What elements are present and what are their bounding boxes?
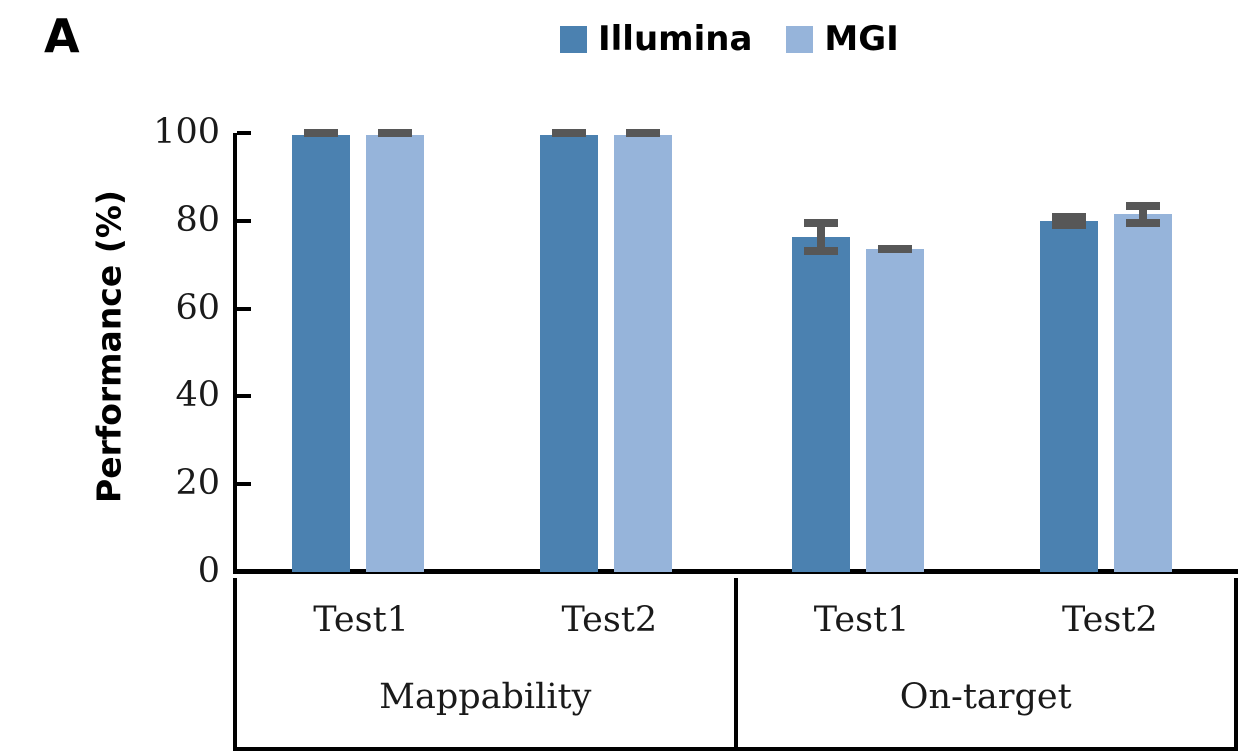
bar-ontarget-test2-mgi[interactable] xyxy=(1114,214,1172,572)
test-label-mappability-test1: Test1 xyxy=(313,599,409,640)
legend-label-illumina: Illumina xyxy=(598,19,753,59)
errorbar-ontarget-test2-illumina xyxy=(1052,213,1086,230)
label-group-on-target: Test1 Test2 On-target xyxy=(733,578,1235,747)
plot-area xyxy=(233,128,1238,572)
y-tick-label-0: 0 xyxy=(197,551,220,591)
legend-item-illumina: Illumina xyxy=(560,22,752,56)
y-tick-label-60: 60 xyxy=(175,287,220,328)
group-tests-row: Test1 Test2 xyxy=(738,578,1235,662)
y-tick-mark-60 xyxy=(237,306,251,311)
errorbar-cap-bottom xyxy=(804,246,838,255)
errorbar-mappability-test2-mgi xyxy=(626,128,660,137)
y-tick-mark-20 xyxy=(237,482,251,487)
errorbar-mappability-test2-illumina xyxy=(552,129,586,138)
group-tests-row: Test1 Test2 xyxy=(237,578,734,662)
y-tick-label-20: 20 xyxy=(175,463,220,504)
errorbar-cap-bottom xyxy=(1126,218,1160,227)
errorbar-ontarget-test1-mgi xyxy=(878,245,912,254)
y-tick-mark-100 xyxy=(237,131,251,135)
group-label-on-target: On-target xyxy=(899,677,1072,717)
panel-label: A xyxy=(44,9,80,63)
legend: Illumina MGI xyxy=(560,22,899,56)
legend-swatch-illumina xyxy=(560,25,587,53)
errorbar-cap-bottom xyxy=(304,129,338,138)
y-tick-mark-80 xyxy=(237,218,251,223)
y-tick-label-40: 40 xyxy=(175,375,220,416)
bar-ontarget-test1-illumina[interactable] xyxy=(792,236,850,572)
bar-mappability-test2-illumina[interactable] xyxy=(540,135,598,572)
y-axis-line xyxy=(233,133,237,573)
errorbar-cap-bottom xyxy=(552,129,586,138)
bar-rect-mappability-test1-mgi xyxy=(366,135,424,572)
bar-mappability-test1-mgi[interactable] xyxy=(366,135,424,572)
bar-rect-ontarget-test1-illumina xyxy=(792,236,850,572)
y-tick-mark-0 xyxy=(237,570,251,574)
errorbar-ontarget-test2-mgi xyxy=(1126,201,1160,227)
x-axis-line xyxy=(233,569,1238,574)
bar-rect-ontarget-test1-mgi xyxy=(866,249,924,572)
label-group-mappability: Test1 Test2 Mappability xyxy=(237,578,734,747)
y-tick-mark-40 xyxy=(237,394,251,399)
errorbar-ontarget-test1-illumina xyxy=(804,218,838,255)
y-tick-label-100: 100 xyxy=(153,112,220,152)
bar-ontarget-test1-mgi[interactable] xyxy=(866,249,924,572)
legend-item-mgi: MGI xyxy=(786,19,899,59)
errorbar-cap-top xyxy=(804,218,838,227)
bar-mappability-test2-mgi[interactable] xyxy=(614,135,672,572)
group-label-mappability: Mappability xyxy=(379,677,592,717)
errorbar-mappability-test1-illumina xyxy=(304,129,338,138)
legend-swatch-mgi xyxy=(786,25,814,53)
bottom-label-table: Test1 Test2 Mappability Test1 Test2 On-target xyxy=(233,578,1238,751)
errorbar-cap-top xyxy=(1052,213,1086,222)
bar-rect-ontarget-test2-illumina xyxy=(1040,221,1098,572)
legend-label-mgi: MGI xyxy=(824,19,899,59)
bar-rect-mappability-test2-illumina xyxy=(540,135,598,572)
test-label-on-target-test1: Test1 xyxy=(813,599,910,640)
bar-rect-mappability-test2-mgi xyxy=(614,135,672,572)
errorbar-cap-top xyxy=(1126,201,1160,210)
bar-rect-mappability-test1-illumina xyxy=(292,135,350,572)
errorbar-cap-bottom xyxy=(626,128,660,137)
errorbar-mappability-test1-mgi xyxy=(378,128,412,137)
errorbar-line xyxy=(817,218,825,255)
test-label-on-target-test2: Test2 xyxy=(1062,599,1158,640)
bar-mappability-test1-illumina[interactable] xyxy=(292,135,350,572)
test-label-mappability-test2: Test2 xyxy=(561,599,658,640)
bar-rect-ontarget-test2-mgi xyxy=(1114,214,1172,572)
errorbar-cap-bottom xyxy=(1052,221,1086,230)
errorbar-cap-bottom xyxy=(378,128,412,137)
bar-ontarget-test2-illumina[interactable] xyxy=(1040,221,1098,572)
y-tick-label-80: 80 xyxy=(175,199,220,240)
errorbar-line xyxy=(1139,201,1147,227)
errorbar-cap-bottom xyxy=(878,245,912,254)
y-axis-tick-labels: 100 80 60 40 20 0 xyxy=(110,0,220,751)
